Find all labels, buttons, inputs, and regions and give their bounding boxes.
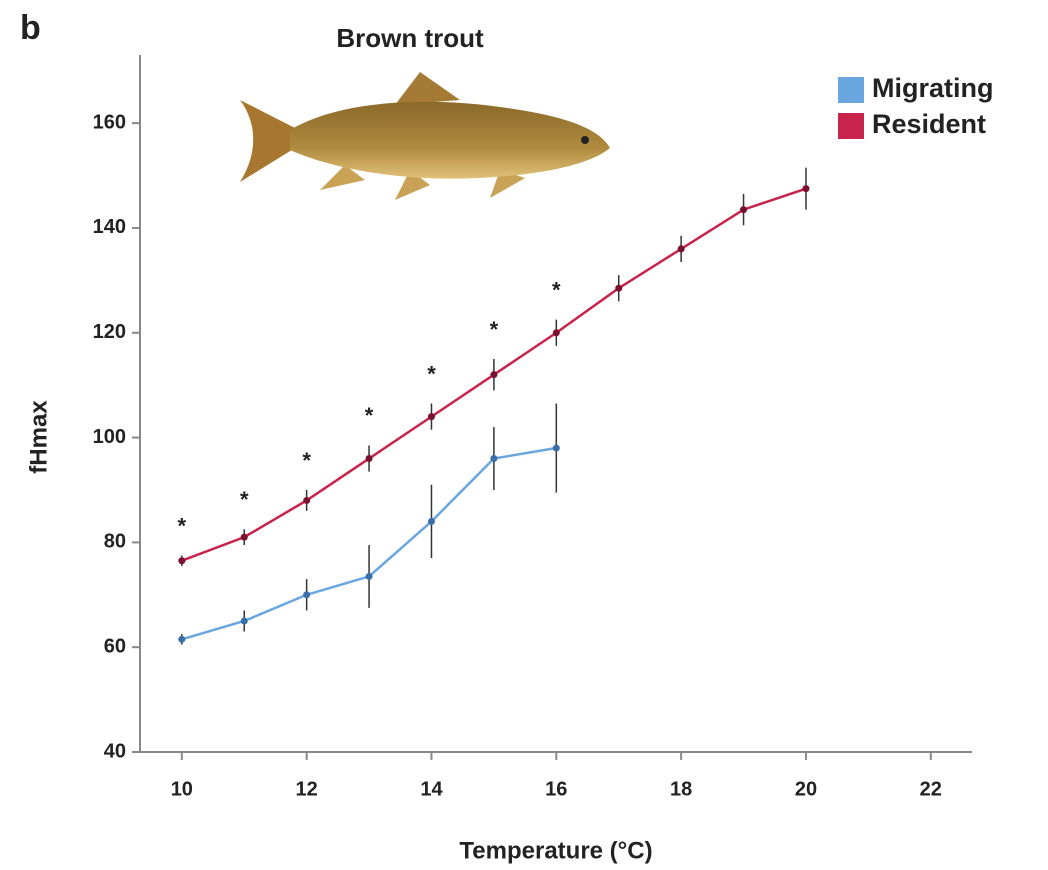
- significance-star: *: [552, 277, 561, 302]
- x-tick-label: 18: [670, 778, 692, 800]
- significance-star: *: [302, 448, 311, 473]
- x-tick-label: 12: [296, 778, 318, 800]
- panel-label: b: [20, 9, 41, 47]
- y-axis-label: fHmax: [25, 400, 52, 474]
- fish-illustration: [240, 72, 610, 200]
- data-point: [677, 245, 685, 253]
- y-tick-label: 140: [93, 216, 126, 238]
- significance-star: *: [240, 487, 249, 512]
- significance-star: *: [178, 513, 187, 538]
- data-point: [552, 444, 560, 452]
- data-point: [490, 455, 498, 463]
- data-point: [178, 557, 186, 565]
- significance-star: *: [490, 317, 499, 342]
- y-tick-label: 40: [104, 740, 126, 762]
- x-axis-label: Temperature (°C): [459, 837, 652, 864]
- data-point: [178, 635, 186, 643]
- series-line: [181, 446, 557, 641]
- x-tick-label: 16: [545, 778, 567, 800]
- x-tick-label: 20: [795, 778, 817, 800]
- data-point: [427, 517, 435, 525]
- data-point: [240, 533, 248, 541]
- data-point: [552, 329, 560, 337]
- legend-swatch: [838, 113, 864, 139]
- data-point: [365, 455, 373, 463]
- legend-label: Resident: [872, 109, 986, 139]
- data-point: [490, 371, 498, 379]
- x-tick-label: 22: [920, 778, 942, 800]
- y-tick-label: 160: [93, 111, 126, 133]
- y-tick-label: 60: [104, 635, 126, 657]
- legend-label: Migrating: [872, 73, 994, 103]
- x-tick-label: 14: [420, 778, 443, 800]
- x-tick-label: 10: [171, 778, 193, 800]
- y-tick-label: 120: [93, 321, 126, 343]
- data-point: [427, 413, 435, 421]
- significance-star: *: [365, 403, 374, 428]
- data-point: [303, 591, 311, 599]
- y-tick-label: 80: [104, 531, 126, 553]
- significance-star: *: [427, 361, 436, 386]
- data-point: [240, 617, 248, 625]
- data-point: [802, 185, 810, 193]
- chart-title: Brown trout: [336, 23, 484, 53]
- y-tick-label: 100: [93, 426, 126, 448]
- data-point: [615, 284, 623, 292]
- data-point: [365, 572, 373, 580]
- data-point: [303, 496, 311, 504]
- legend-swatch: [838, 77, 864, 103]
- data-point: [740, 206, 748, 214]
